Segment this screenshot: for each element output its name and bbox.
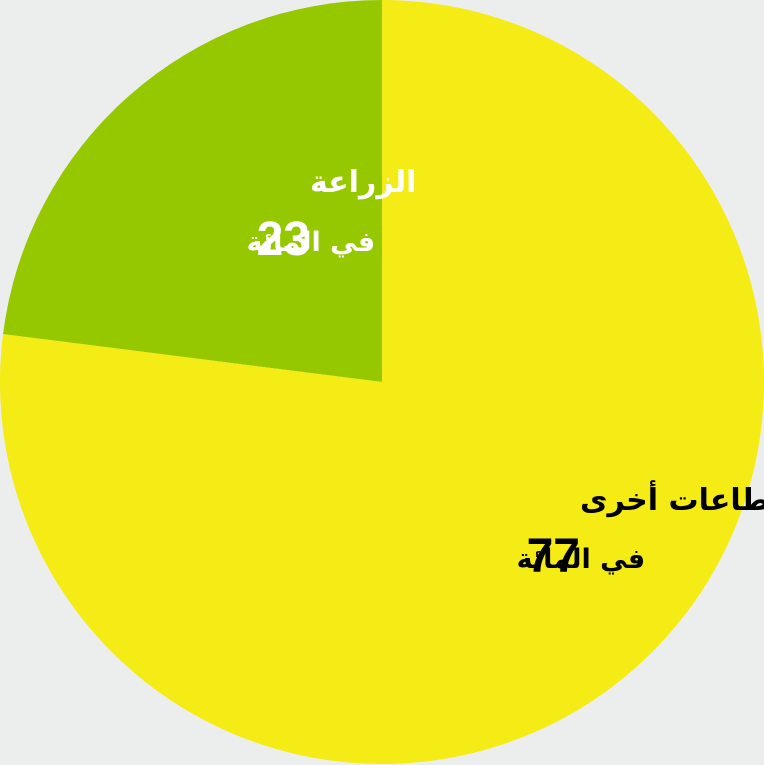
slice-label-name-2: قطاعات أخرى [580, 480, 764, 518]
slice-unit-label-2: في المائة [517, 544, 646, 575]
slice-value-label-1: 23 [257, 213, 310, 266]
slice-unit-label-1: في المائة [247, 227, 376, 258]
slice-value-label-2: 77 [527, 530, 580, 583]
pie-slice-1 [3, 0, 382, 382]
slice-label-name-1: الزراعة [310, 165, 416, 200]
